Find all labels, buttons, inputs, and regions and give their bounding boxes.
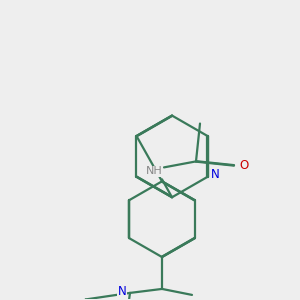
Text: N: N xyxy=(118,285,126,298)
Text: N: N xyxy=(211,168,220,182)
Text: O: O xyxy=(239,159,249,172)
Text: NH: NH xyxy=(146,167,162,176)
